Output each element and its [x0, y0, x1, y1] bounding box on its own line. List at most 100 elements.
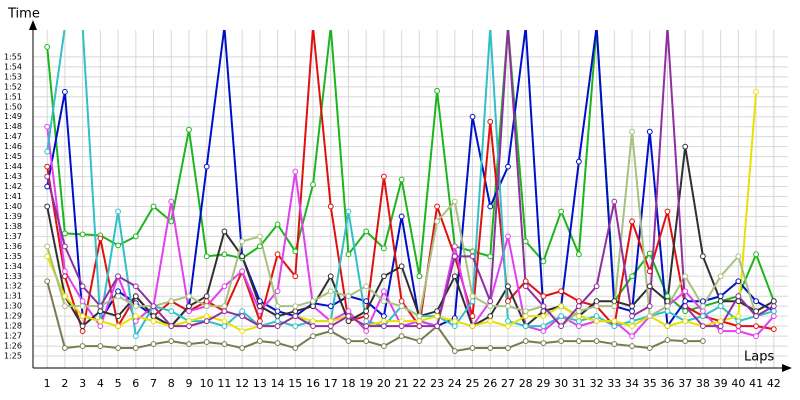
lap-point — [363, 313, 370, 320]
x-tick-label: 19 — [359, 377, 373, 390]
lap-point — [664, 208, 671, 215]
y-tick-label: 1:44 — [4, 162, 22, 171]
lap-point — [132, 333, 139, 339]
lap-point — [186, 293, 192, 300]
lap-point — [221, 303, 228, 310]
x-tick-label: 2 — [61, 377, 68, 390]
lap-point — [469, 313, 476, 320]
y-tick-label: 1:36 — [4, 242, 22, 251]
lap-point — [345, 308, 352, 315]
x-tick-label: 8 — [168, 377, 175, 390]
lap-point — [44, 163, 51, 170]
x-tick-label: 32 — [590, 377, 604, 390]
lap-point — [753, 251, 759, 258]
lap-point — [256, 303, 263, 310]
lap-point — [682, 318, 689, 325]
lap-point — [44, 173, 51, 180]
lap-point — [629, 313, 635, 320]
lap-point — [239, 308, 246, 315]
lap-point — [44, 123, 51, 130]
x-tick-label: 28 — [519, 377, 533, 390]
lap-point — [363, 318, 370, 325]
lap-point — [97, 318, 104, 325]
lap-point — [115, 313, 121, 320]
lap-point — [327, 288, 334, 295]
lap-point — [115, 208, 121, 215]
x-tick-label: 40 — [731, 377, 745, 390]
lap-point — [203, 163, 210, 170]
lap-point — [629, 343, 635, 349]
lap-point — [310, 181, 316, 188]
lap-point — [221, 341, 228, 347]
lap-point — [132, 233, 139, 240]
lap-point — [593, 303, 600, 310]
x-tick-label: 16 — [306, 377, 320, 390]
lap-point — [770, 298, 777, 305]
x-tick-label: 25 — [466, 377, 480, 390]
lap-point — [221, 318, 228, 325]
lap-point — [487, 318, 494, 325]
lap-point — [700, 323, 706, 330]
lap-point — [221, 308, 228, 315]
lap-point — [575, 313, 582, 320]
lap-point — [682, 143, 689, 150]
lap-point — [664, 323, 671, 330]
lap-point — [753, 88, 759, 95]
x-tick-label: 29 — [536, 377, 550, 390]
lap-point — [717, 328, 724, 335]
x-tick-label: 10 — [200, 377, 214, 390]
lap-point — [646, 128, 653, 135]
x-tick-label: 35 — [643, 377, 657, 390]
x-tick-label: 14 — [271, 377, 285, 390]
lap-point — [274, 313, 281, 320]
lap-point — [132, 293, 139, 300]
lap-point — [717, 323, 724, 330]
lap-point — [115, 273, 121, 280]
lap-point — [132, 303, 139, 310]
y-tick-label: 1:28 — [4, 322, 22, 331]
ticks: 1:251:261:271:281:291:301:311:321:331:34… — [4, 52, 781, 390]
x-tick-label: 39 — [714, 377, 728, 390]
lap-point — [558, 208, 565, 215]
lap-point — [717, 318, 724, 325]
lap-point — [274, 340, 281, 346]
lap-point — [256, 233, 263, 240]
y-tick-label: 1:55 — [4, 52, 22, 61]
lap-point — [575, 308, 582, 315]
lap-point — [62, 303, 68, 310]
lap-point — [487, 303, 494, 310]
lap-point — [62, 88, 68, 95]
lap-point — [575, 158, 582, 165]
lap-point — [345, 208, 352, 215]
y-tick-label: 1:30 — [4, 302, 22, 311]
lap-point — [398, 318, 405, 325]
lap-point — [327, 318, 334, 325]
lap-point — [558, 323, 565, 330]
lap-point — [629, 218, 635, 225]
lap-point — [540, 258, 547, 265]
lap-point — [221, 323, 228, 330]
x-tick-label: 34 — [625, 377, 639, 390]
y-tick-label: 1:47 — [4, 132, 22, 141]
x-tick-label: 15 — [288, 377, 302, 390]
lap-point — [575, 298, 582, 305]
lap-point — [203, 303, 210, 310]
lap-point — [540, 313, 547, 320]
lap-point — [292, 168, 299, 175]
lap-point — [451, 198, 458, 205]
lap-point — [540, 340, 547, 346]
x-tick-label: 18 — [341, 377, 355, 390]
lap-point — [717, 298, 724, 305]
lap-point — [434, 308, 440, 315]
lap-point — [327, 273, 334, 280]
lap-point — [381, 298, 387, 305]
y-tick-label: 1:53 — [4, 72, 22, 81]
lap-point — [381, 273, 387, 280]
lap-point — [239, 313, 246, 320]
lap-point — [682, 303, 689, 310]
lap-point — [593, 298, 600, 305]
lap-point — [522, 278, 529, 285]
lap-point — [274, 318, 281, 325]
lap-point — [487, 253, 494, 260]
